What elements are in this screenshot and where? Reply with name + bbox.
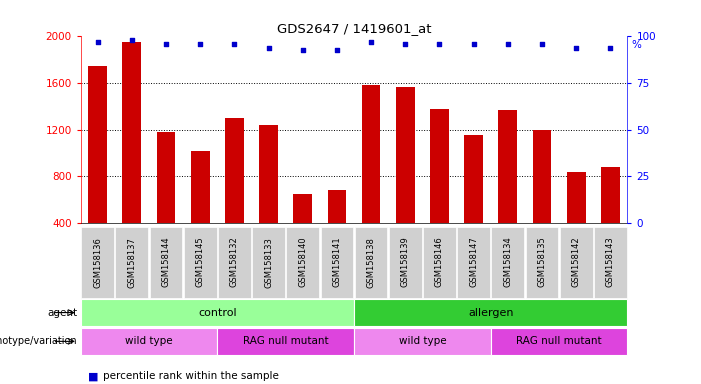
Text: GSM158143: GSM158143 xyxy=(606,237,615,288)
Bar xyxy=(430,109,449,223)
Text: GSM158132: GSM158132 xyxy=(230,237,239,288)
Text: GSM158133: GSM158133 xyxy=(264,237,273,288)
Bar xyxy=(191,151,210,223)
Point xyxy=(468,41,479,47)
Text: agent: agent xyxy=(47,308,77,318)
Point xyxy=(332,46,343,53)
Text: GSM158141: GSM158141 xyxy=(332,237,341,287)
Text: GSM158145: GSM158145 xyxy=(196,237,205,287)
Point xyxy=(195,41,206,47)
Bar xyxy=(293,194,312,223)
Text: GSM158140: GSM158140 xyxy=(298,237,307,287)
Point xyxy=(161,41,172,47)
Text: control: control xyxy=(198,308,237,318)
Text: GSM158134: GSM158134 xyxy=(503,237,512,288)
Bar xyxy=(498,110,517,223)
Text: percentile rank within the sample: percentile rank within the sample xyxy=(103,371,279,381)
Text: ■: ■ xyxy=(88,371,98,381)
Point xyxy=(365,39,376,45)
Point xyxy=(400,41,411,47)
Bar xyxy=(362,85,381,223)
Text: GSM158135: GSM158135 xyxy=(538,237,547,288)
Text: RAG null mutant: RAG null mutant xyxy=(516,336,602,346)
Text: genotype/variation: genotype/variation xyxy=(0,336,77,346)
Bar xyxy=(566,172,585,223)
Text: RAG null mutant: RAG null mutant xyxy=(243,336,329,346)
Point xyxy=(571,45,582,51)
Bar xyxy=(533,130,552,223)
Text: GSM158139: GSM158139 xyxy=(401,237,410,288)
Point xyxy=(434,41,445,47)
Text: GSM158136: GSM158136 xyxy=(93,237,102,288)
Bar xyxy=(156,132,175,223)
Title: GDS2647 / 1419601_at: GDS2647 / 1419601_at xyxy=(277,22,431,35)
Point xyxy=(502,41,513,47)
Point xyxy=(126,37,137,43)
Bar xyxy=(601,167,620,223)
Text: allergen: allergen xyxy=(468,308,513,318)
Text: GSM158137: GSM158137 xyxy=(128,237,137,288)
Point xyxy=(536,41,547,47)
Text: wild type: wild type xyxy=(399,336,446,346)
Point xyxy=(297,46,308,53)
Text: GSM158146: GSM158146 xyxy=(435,237,444,288)
Text: wild type: wild type xyxy=(125,336,172,346)
Point xyxy=(229,41,240,47)
Bar xyxy=(464,136,483,223)
Point xyxy=(605,45,616,51)
Text: %: % xyxy=(631,40,641,50)
Bar xyxy=(396,86,415,223)
Text: GSM158138: GSM158138 xyxy=(367,237,376,288)
Point xyxy=(263,45,274,51)
Bar xyxy=(327,190,346,223)
Bar xyxy=(225,118,244,223)
Bar xyxy=(88,66,107,223)
Text: GSM158144: GSM158144 xyxy=(161,237,170,287)
Bar xyxy=(123,42,142,223)
Text: GSM158142: GSM158142 xyxy=(571,237,580,287)
Text: GSM158147: GSM158147 xyxy=(469,237,478,288)
Bar xyxy=(259,125,278,223)
Point xyxy=(92,39,103,45)
